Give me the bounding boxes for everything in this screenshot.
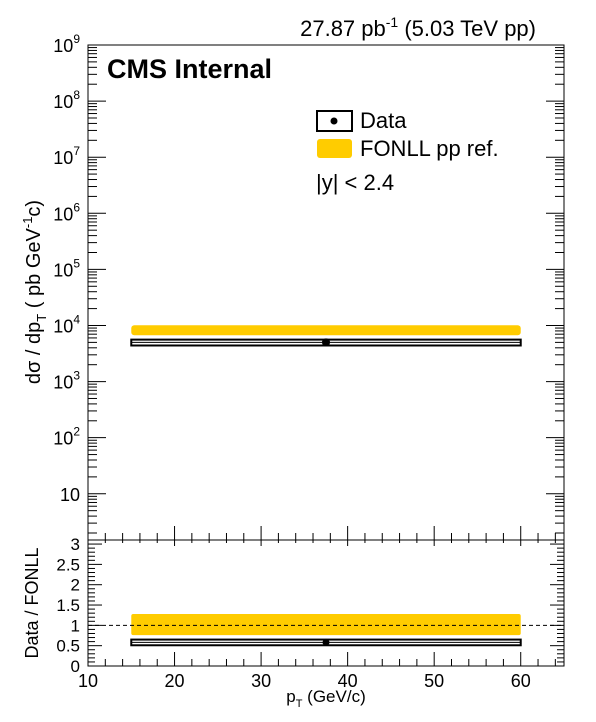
y-tick-label: 108: [53, 88, 80, 112]
y-tick-label: 10: [60, 485, 80, 505]
y-tick-label: 103: [53, 369, 80, 393]
legend-fonll-swatch: [317, 139, 352, 158]
ratio-x-axis: 10 20 30 40 50 60: [78, 540, 556, 691]
y-tick-label: 109: [53, 32, 80, 56]
x-tick-label: 20: [165, 671, 185, 691]
y-tick-label: 104: [53, 312, 80, 336]
x-tick-label: 50: [424, 671, 444, 691]
lumi-label: 27.87 pb-1 (5.03 TeV pp): [300, 14, 536, 41]
y-axis-label-top: dσ / dpT ( pb GeV-1c): [20, 200, 49, 384]
ratio-y-axis: 00.5 11.52 2.53: [56, 535, 564, 676]
data-point: [322, 338, 330, 347]
cms-label: CMS Internal: [107, 54, 272, 84]
ratio-y-tick-label: 3: [71, 535, 80, 554]
ratio-y-tick-label: 0.5: [56, 637, 80, 656]
ratio-y-tick-label: 2.5: [56, 555, 80, 574]
ratio-plot-marks: [88, 613, 564, 647]
x-tick-label: 30: [251, 671, 271, 691]
legend: Data FONLL pp ref. |y| < 2.4: [316, 108, 499, 195]
ratio-y-tick-label: 1.5: [56, 596, 80, 615]
fonll-band: [131, 325, 521, 336]
legend-data-marker: [330, 117, 338, 125]
y-axis-label-ratio: Data / FONLL: [22, 547, 42, 658]
y-tick-label: 105: [53, 256, 80, 280]
ratio-y-tick-label: 2: [71, 576, 80, 595]
legend-data-label: Data: [360, 108, 407, 133]
top-y-axis: 10 102 103 104 105 106 107 108 109: [53, 32, 564, 534]
ratio-fonll-band: [131, 613, 521, 636]
y-tick-label: 107: [53, 144, 80, 168]
rapidity-cut-label: |y| < 2.4: [316, 170, 394, 195]
legend-fonll-label: FONLL pp ref.: [360, 136, 499, 161]
y-tick-label: 102: [53, 425, 80, 449]
x-tick-label: 60: [511, 671, 531, 691]
ratio-panel-frame: [87, 539, 565, 667]
x-tick-label: 10: [78, 671, 98, 691]
ratio-data-point: [322, 638, 330, 646]
top-x-ticks: [87, 526, 556, 540]
x-axis-label: pT (GeV/c): [286, 687, 366, 710]
x-tick-label: 40: [338, 671, 358, 691]
y-tick-label: 106: [53, 200, 80, 224]
ratio-y-tick-label: 1: [71, 616, 80, 635]
top-plot-marks: [130, 325, 522, 347]
ratio-y-tick-label: 0: [71, 657, 80, 676]
